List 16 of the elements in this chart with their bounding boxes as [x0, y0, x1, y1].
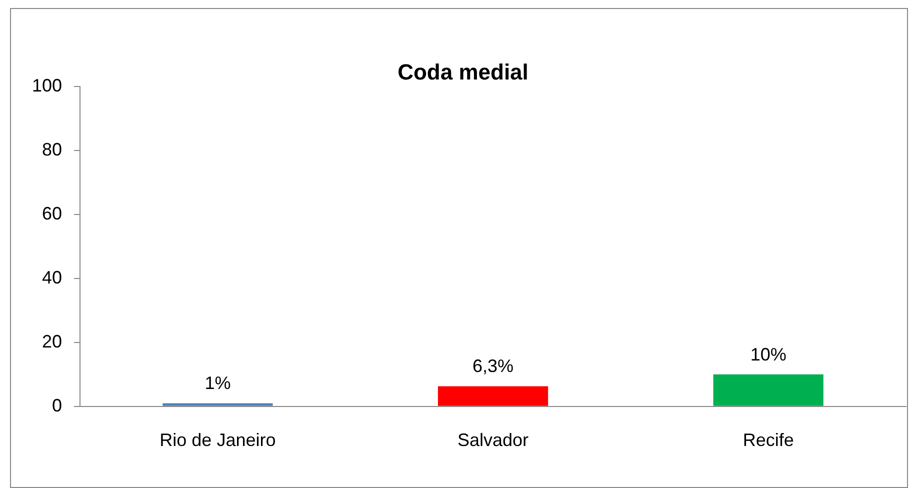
y-tick-label: 20 [42, 331, 62, 352]
y-tick-label: 40 [42, 267, 62, 288]
y-tick-label: 0 [52, 395, 62, 416]
y-tick-label: 60 [42, 203, 62, 224]
data-label: 6,3% [472, 356, 514, 376]
bar [713, 374, 824, 406]
data-label: 1% [204, 373, 231, 394]
bar [438, 386, 548, 406]
data-label: 10% [750, 344, 786, 364]
y-tick-label: 80 [42, 139, 62, 160]
x-tick-label: Rio de Janeiro [160, 430, 276, 450]
chart-title: Coda medial [398, 59, 528, 84]
y-tick-label: 100 [32, 75, 62, 96]
bar [162, 403, 273, 406]
x-tick-label: Salvador [457, 430, 529, 450]
x-tick-label: Recife [742, 430, 794, 450]
